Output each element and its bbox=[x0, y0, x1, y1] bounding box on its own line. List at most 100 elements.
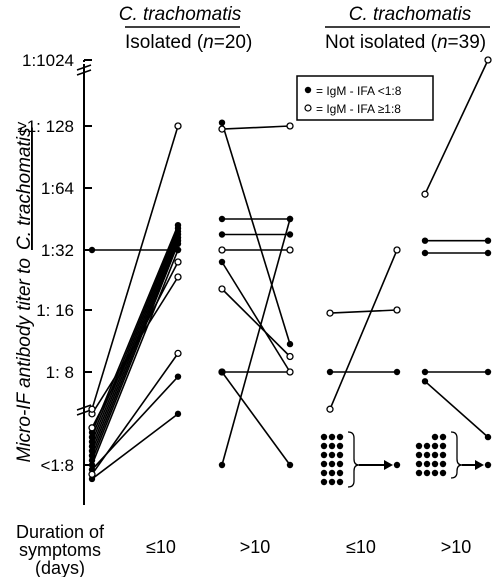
data-point-filled bbox=[415, 460, 423, 468]
y-axis-break bbox=[76, 69, 92, 76]
legend: = IgM - IFA <1:8 = IgM - IFA ≥1:8 bbox=[296, 75, 434, 121]
data-point-filled bbox=[174, 222, 182, 229]
cluster-group bbox=[320, 431, 401, 488]
data-point-open bbox=[218, 285, 226, 293]
y-tick-label: 1: 8 bbox=[46, 363, 74, 382]
data-point-filled bbox=[218, 461, 226, 469]
data-point-filled bbox=[336, 460, 344, 468]
data-point-filled bbox=[320, 478, 328, 486]
y-axis-break bbox=[76, 404, 92, 411]
data-point-open bbox=[286, 352, 294, 361]
data-point-filled bbox=[174, 410, 182, 418]
x-category-label: >10 bbox=[240, 537, 271, 557]
pair-line bbox=[91, 352, 179, 475]
data-point-filled bbox=[88, 452, 96, 459]
data-point-open bbox=[88, 405, 96, 413]
x-category-label: >10 bbox=[441, 537, 472, 557]
pair-line bbox=[91, 276, 179, 415]
legend-filled-label: = IgM - IFA <1:8 bbox=[316, 84, 402, 98]
pair-line bbox=[91, 125, 179, 410]
data-point-filled bbox=[286, 231, 294, 238]
data-point-filled bbox=[484, 249, 492, 257]
legend-filled-marker bbox=[304, 86, 312, 94]
pair-line bbox=[221, 125, 291, 130]
data-point-filled bbox=[218, 215, 226, 223]
data-point-filled bbox=[421, 378, 429, 385]
pair-line bbox=[91, 413, 179, 480]
panel-title-isolated: C. trachomatis Isolated (n=20) bbox=[119, 4, 253, 53]
data-point-filled bbox=[88, 457, 96, 464]
data-point-filled bbox=[421, 237, 429, 244]
data-point-filled bbox=[328, 433, 336, 441]
data-point-filled bbox=[336, 478, 344, 486]
data-point-open bbox=[484, 56, 492, 64]
data-point-filled bbox=[328, 451, 336, 459]
panel-title-organism: C. trachomatis bbox=[349, 4, 472, 25]
data-point-filled bbox=[286, 461, 294, 469]
data-point-open bbox=[218, 125, 226, 133]
data-point-filled bbox=[421, 249, 429, 257]
data-point-filled bbox=[88, 443, 96, 450]
data-point-filled bbox=[415, 469, 423, 477]
data-point-filled bbox=[393, 461, 401, 469]
data-point-filled bbox=[439, 469, 447, 477]
pair-line bbox=[221, 218, 291, 466]
data-point-filled bbox=[431, 460, 439, 468]
x-axis-title-line: (days) bbox=[35, 558, 85, 577]
data-point-filled bbox=[320, 451, 328, 459]
pair-lines bbox=[91, 59, 489, 480]
data-point-open bbox=[174, 349, 182, 358]
data-point-filled bbox=[218, 231, 226, 238]
data-point-filled bbox=[88, 438, 96, 445]
data-point-filled bbox=[423, 451, 431, 459]
y-tick-label: 1:32 bbox=[41, 241, 74, 260]
data-point-filled bbox=[218, 258, 226, 266]
data-point-filled bbox=[336, 442, 344, 450]
pair-line bbox=[91, 249, 179, 466]
data-point-filled bbox=[328, 478, 336, 486]
x-axis-title-line: symptoms bbox=[19, 540, 101, 560]
y-axis-break bbox=[76, 409, 92, 416]
pair-line bbox=[91, 224, 179, 433]
y-axis: <1:8 1: 8 1: 16 1:32 1:64 ≥1: 128 1:1024 bbox=[17, 51, 92, 505]
data-point-open bbox=[88, 424, 96, 432]
data-point-filled bbox=[320, 442, 328, 450]
y-axis-break bbox=[76, 64, 92, 71]
data-point-filled bbox=[439, 433, 447, 441]
x-category-label: ≤10 bbox=[346, 537, 376, 557]
x-category-label: ≤10 bbox=[146, 537, 176, 557]
data-point-filled bbox=[336, 433, 344, 441]
x-axis-title: Duration of symptoms (days) bbox=[16, 522, 105, 577]
chart-marks bbox=[88, 56, 492, 488]
data-point-filled bbox=[328, 442, 336, 450]
pair-line bbox=[221, 122, 291, 345]
data-point-open bbox=[326, 405, 334, 413]
pair-line bbox=[221, 261, 291, 373]
data-point-filled bbox=[484, 461, 492, 469]
data-point-open bbox=[174, 273, 182, 281]
data-point-open bbox=[286, 246, 294, 254]
data-point-filled bbox=[484, 433, 492, 441]
pair-line bbox=[221, 288, 291, 358]
data-point-filled bbox=[320, 469, 328, 477]
y-tick-label: 1: 16 bbox=[36, 301, 74, 320]
y-tick-label: <1:8 bbox=[40, 456, 74, 475]
cluster-group bbox=[415, 431, 492, 479]
x-axis-title-line: Duration of bbox=[16, 522, 105, 542]
data-point-filled bbox=[431, 442, 439, 450]
data-point-open bbox=[286, 122, 294, 130]
data-point-open bbox=[88, 470, 96, 478]
pair-line bbox=[221, 371, 291, 466]
data-point-open bbox=[421, 190, 429, 198]
data-point-filled bbox=[320, 433, 328, 441]
cluster-brace bbox=[450, 431, 463, 479]
pair-line bbox=[424, 59, 489, 195]
data-point-filled bbox=[326, 368, 334, 376]
data-point-open bbox=[218, 246, 226, 254]
data-point-filled bbox=[328, 460, 336, 468]
data-point-open bbox=[393, 246, 401, 254]
data-point-filled bbox=[218, 119, 226, 126]
data-point-filled bbox=[415, 451, 423, 459]
legend-open-label: = IgM - IFA ≥1:8 bbox=[316, 102, 401, 116]
